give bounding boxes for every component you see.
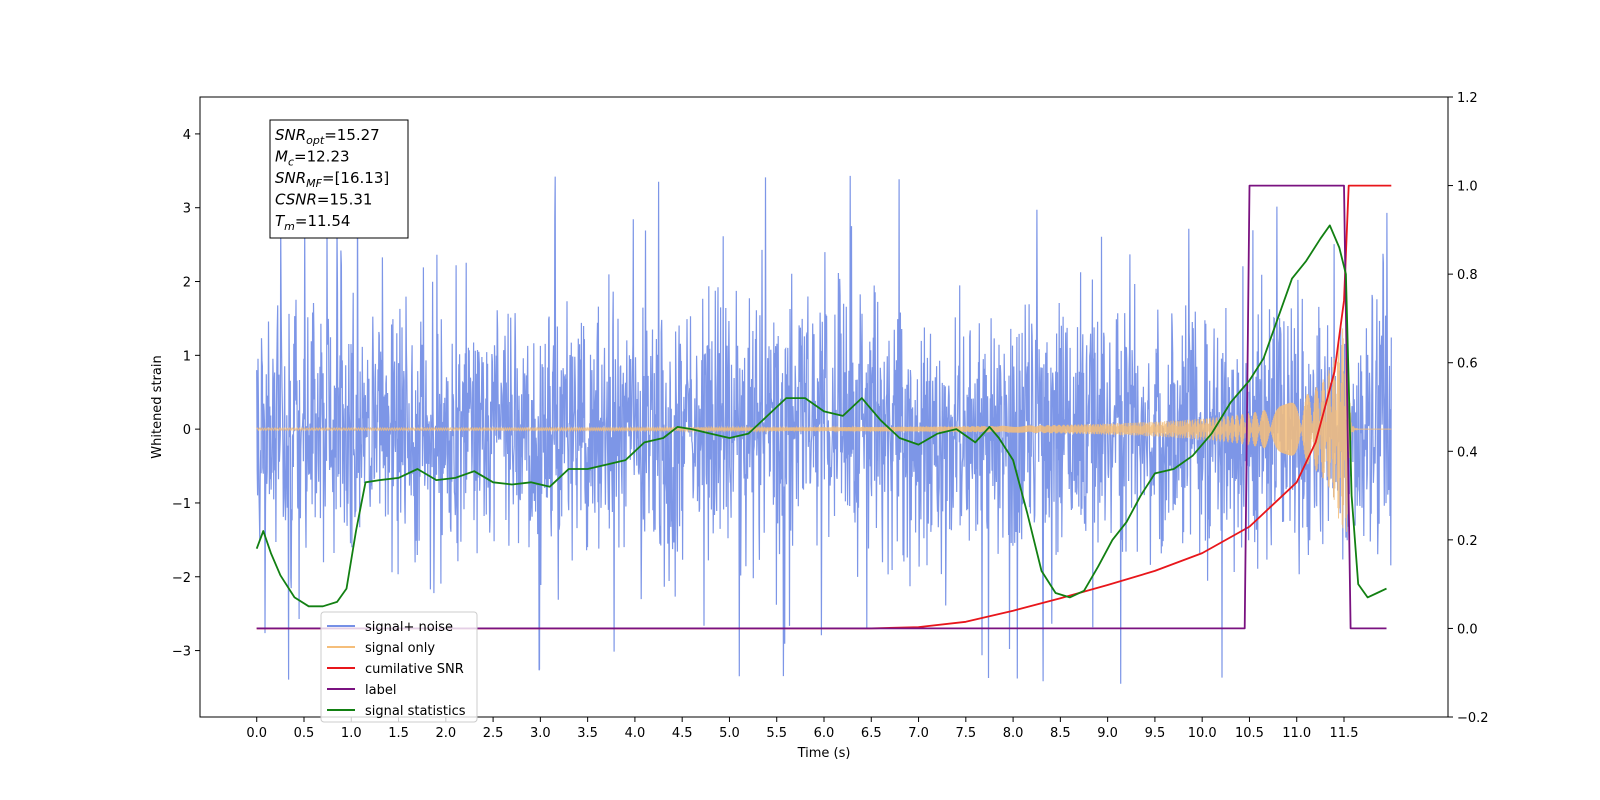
annotation-symbol: T <box>275 212 286 230</box>
x-tick-label: 9.5 <box>1145 726 1166 741</box>
y-tick-label: −2 <box>172 571 191 586</box>
annotation-line: CSNR=15.31 <box>275 191 372 209</box>
y2-tick-label: 0.8 <box>1457 268 1478 283</box>
y-axis-right: 1.2 1.0 0.8 0.6 0.4 0.2 0.0 −0.2 <box>1448 91 1489 726</box>
legend-label: signal statistics <box>365 704 466 719</box>
y-tick-label: −3 <box>172 645 191 660</box>
x-tick-label: 7.0 <box>908 726 929 741</box>
x-tick-label: 1.5 <box>388 726 409 741</box>
legend-label: cumilative SNR <box>365 662 464 677</box>
x-tick-label: 11.5 <box>1330 726 1359 741</box>
x-tick-label: 8.0 <box>1003 726 1024 741</box>
x-tick-label: 6.0 <box>814 726 835 741</box>
x-tick-label: 0.0 <box>246 726 267 741</box>
annotation-symbol: CSNR <box>275 191 317 209</box>
y2-tick-label: 0.2 <box>1457 534 1478 549</box>
annotation-value: =15.27 <box>324 126 380 144</box>
y2-tick-label: 0.6 <box>1457 357 1478 372</box>
annotation-subscript: opt <box>306 134 325 147</box>
x-tick-label: 10.5 <box>1235 726 1264 741</box>
y2-tick-label: 1.2 <box>1457 91 1478 106</box>
legend-frame <box>320 611 478 723</box>
series-layer <box>255 175 1392 684</box>
y2-tick-label: 1.0 <box>1457 180 1478 195</box>
x-tick-label: 3.0 <box>530 726 551 741</box>
y-tick-label: −1 <box>172 497 191 512</box>
x-tick-label: 2.5 <box>483 726 504 741</box>
annotation-symbol: SNR <box>275 169 306 187</box>
series-line-signal-noise <box>256 175 1392 684</box>
x-tick-label: 10.0 <box>1188 726 1217 741</box>
annotation-line: Tm=11.54 <box>275 212 350 233</box>
series-line-signal-statistics <box>255 224 1387 608</box>
x-tick-label: 9.0 <box>1097 726 1118 741</box>
y2-tick-label: 0.4 <box>1457 445 1478 460</box>
y-tick-label: 2 <box>183 276 191 291</box>
annotation-symbol: M <box>275 148 288 166</box>
annotation-value: =11.54 <box>295 212 351 230</box>
annotation-value: =[16.13] <box>322 169 389 187</box>
x-tick-label: 7.5 <box>955 726 976 741</box>
x-tick-label: 11.0 <box>1282 726 1311 741</box>
y-tick-label: 4 <box>183 128 191 143</box>
legend-label: label <box>365 683 396 698</box>
legend: signal+ noise signal only cumilative SNR la… <box>320 611 478 723</box>
annotation-frame <box>269 119 409 239</box>
y-tick-label: 3 <box>183 202 191 217</box>
y-axis-label: Whitened strain <box>150 355 165 458</box>
x-tick-label: 8.5 <box>1050 726 1071 741</box>
y-tick-label: 0 <box>183 423 191 438</box>
annotation-subscript: c <box>288 156 294 169</box>
annotation-value: =15.31 <box>317 191 373 209</box>
x-axis: 0.0 0.5 1.0 1.5 2.0 2.5 3.0 3.5 4.0 4.5 5.0 5.5 6.0 6… <box>246 717 1358 741</box>
x-tick-label: 6.5 <box>861 726 882 741</box>
x-tick-label: 0.5 <box>294 726 315 741</box>
legend-label: signal only <box>365 641 435 656</box>
y2-tick-label: −0.2 <box>1457 711 1489 726</box>
annotation-value: =12.23 <box>294 148 350 166</box>
annotation-line: SNRopt=15.27 <box>275 126 380 147</box>
annotation-subscript: m <box>284 220 295 233</box>
y2-tick-label: 0.0 <box>1457 622 1478 637</box>
series-line-signal-only <box>256 328 1392 532</box>
x-tick-label: 5.5 <box>766 726 787 741</box>
x-tick-label: 4.0 <box>625 726 646 741</box>
x-tick-label: 2.0 <box>435 726 456 741</box>
annotation-line: Mc=12.23 <box>275 148 350 169</box>
series-line-cumilative-snr <box>256 184 1392 630</box>
annotation-subscript: MF <box>306 177 322 190</box>
y-axis-left: 4 3 2 1 0 −1 −2 −3 <box>172 128 200 660</box>
annotation-box: SNRopt=15.27Mc=12.23SNRMF=[16.13]CSNR=15… <box>269 119 409 239</box>
legend-label: signal+ noise <box>365 620 453 635</box>
x-tick-label: 5.0 <box>719 726 740 741</box>
x-axis-label: Time (s) <box>797 746 851 761</box>
annotation-symbol: SNR <box>275 126 306 144</box>
y-tick-label: 1 <box>183 349 191 364</box>
x-tick-label: 4.5 <box>672 726 693 741</box>
annotation-line: SNRMF=[16.13] <box>275 169 389 190</box>
x-tick-label: 1.0 <box>341 726 362 741</box>
series-line-label <box>256 184 1387 630</box>
x-tick-label: 3.5 <box>577 726 598 741</box>
